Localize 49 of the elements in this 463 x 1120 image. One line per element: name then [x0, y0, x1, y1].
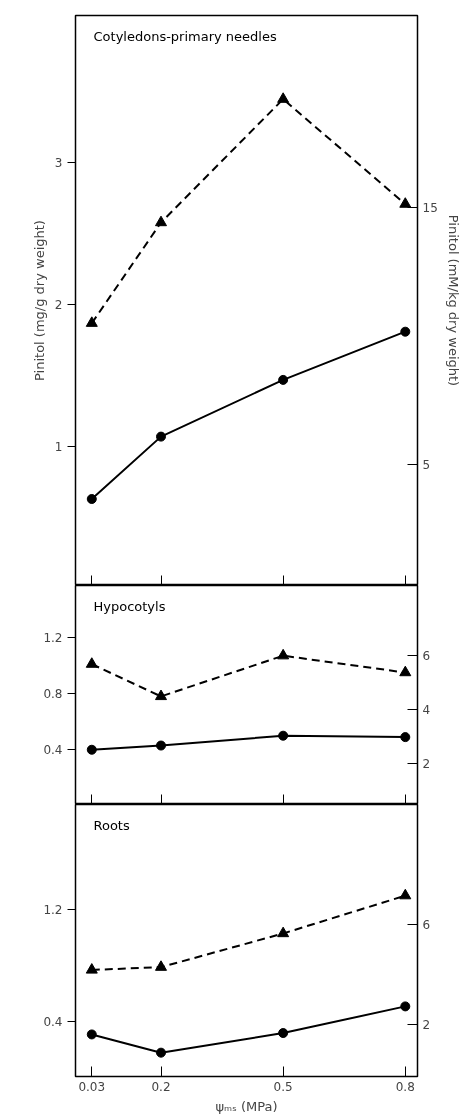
y2-tick-label: 2	[422, 1018, 431, 1033]
y2-tick-label: 4	[422, 703, 431, 718]
y2-tick-label: 15	[422, 201, 438, 216]
point	[85, 963, 98, 974]
point	[399, 197, 412, 208]
text: Hypocotyls	[93, 598, 166, 614]
y2-axis-title: Pinitol (mM/kg dry weight)	[445, 214, 461, 387]
y-tick-label: 0.4	[43, 743, 63, 758]
y2-tick-label: 5	[422, 457, 431, 472]
y-tick-label: 2	[54, 298, 63, 313]
point	[278, 374, 289, 385]
y2-tick-label: 6	[422, 649, 431, 664]
x-tick-label: 0.2	[151, 1079, 171, 1094]
point	[85, 657, 98, 668]
point	[86, 1029, 97, 1040]
point	[156, 1047, 166, 1058]
y-tick-label: 1.2	[43, 903, 63, 918]
point	[400, 326, 411, 337]
y-tick-label: 1.2	[43, 630, 63, 645]
point	[277, 648, 290, 660]
point	[277, 92, 290, 103]
y-tick-label: 0.4	[43, 1015, 63, 1030]
point	[155, 960, 167, 971]
point	[155, 689, 167, 701]
y-axis-title: Pinitol (mg/g dry weight)	[31, 220, 47, 381]
x-axis-title: ψₘₛ (MPa)	[215, 1098, 278, 1114]
point	[278, 730, 289, 741]
point	[400, 732, 411, 743]
x-tick-label: 0.5	[273, 1079, 293, 1094]
point	[278, 1028, 289, 1039]
y-tick-label: 3	[54, 156, 63, 171]
point	[400, 1001, 411, 1012]
point	[399, 665, 412, 677]
text: Roots	[93, 817, 130, 833]
point	[399, 888, 412, 900]
point	[86, 744, 97, 755]
y-tick-label: 0.8	[43, 687, 63, 702]
text: Cotyledons-primary needles	[93, 28, 277, 44]
point	[86, 494, 97, 504]
point	[156, 740, 166, 751]
point	[277, 926, 290, 938]
x-tick-label: 0.8	[395, 1079, 415, 1094]
x-tick-label: 0.03	[78, 1079, 106, 1094]
point	[85, 316, 98, 327]
y-tick-label: 1	[54, 440, 63, 455]
point	[155, 215, 167, 227]
y2-tick-label: 2	[422, 757, 431, 772]
point	[156, 431, 166, 442]
y2-tick-label: 6	[422, 918, 431, 933]
